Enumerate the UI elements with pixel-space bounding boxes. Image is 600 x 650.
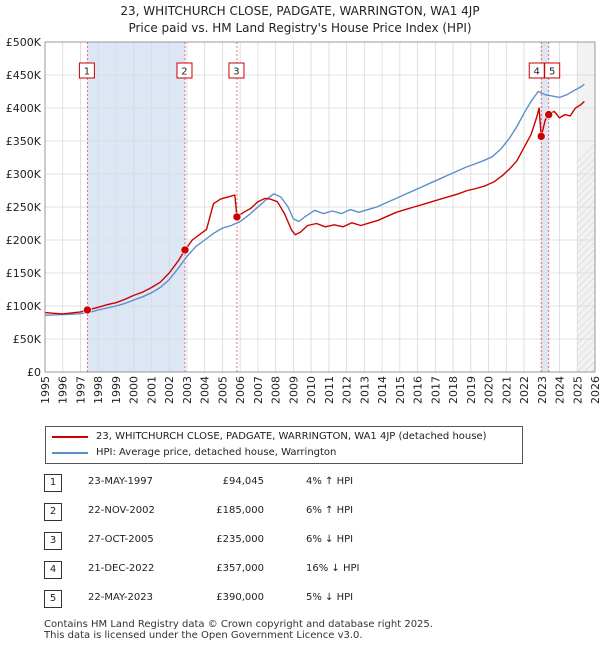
series-line-hpi — [44, 83, 585, 316]
sale-point — [544, 110, 553, 119]
x-tick-label: 1998 — [92, 376, 105, 404]
transaction-price: £390,000 — [216, 592, 264, 603]
sale-point — [83, 305, 92, 315]
transaction-date: 21-DEC-2022 — [88, 563, 155, 574]
transaction-hpi-diff: 16% ↓ HPI — [306, 563, 360, 574]
transaction-date: 22-MAY-2023 — [88, 592, 154, 603]
transaction-hpi-diff: 5% ↓ HPI — [306, 592, 354, 603]
transaction-price: £357,000 — [216, 563, 264, 574]
sale-point — [536, 132, 546, 141]
transaction-date: 27-OCT-2005 — [88, 534, 154, 545]
footer-attribution: Contains HM Land Registry data © Crown c… — [44, 619, 433, 641]
transaction-row: 4 21-DEC-2022 £357,000 16% ↓ HPI — [44, 561, 424, 579]
sale-number-label: 3 — [233, 67, 239, 78]
y-tick-label: £400K — [6, 102, 42, 115]
sale-number-box — [176, 62, 193, 79]
sale-number-label: 5 — [549, 67, 555, 78]
transaction-price: £235,000 — [216, 534, 264, 545]
y-tick-label: £0 — [27, 366, 41, 379]
transaction-price: £94,045 — [222, 476, 264, 487]
transaction-price: £185,000 — [216, 505, 264, 516]
x-tick-label: 2023 — [536, 376, 549, 404]
x-tick-label: 1996 — [57, 376, 70, 404]
chart-legend: 23, WHITCHURCH CLOSE, PADGATE, WARRINGTO… — [45, 426, 523, 464]
x-tick-label: 2010 — [305, 376, 318, 404]
y-tick-label: £350K — [6, 135, 42, 148]
chart-title-line-2: Price paid vs. HM Land Registry's House … — [128, 21, 472, 35]
future-hatch-line — [577, 304, 595, 324]
chart-title: 23, WHITCHURCH CLOSE, PADGATE, WARRINGTO… — [0, 3, 600, 37]
x-tick-label: 2022 — [518, 376, 531, 404]
sale-number-label: 4 — [534, 67, 540, 78]
x-tick-label: 2019 — [465, 376, 478, 404]
transaction-row: 5 22-MAY-2023 £390,000 5% ↓ HPI — [44, 590, 424, 608]
x-tick-label: 2018 — [447, 376, 460, 404]
y-tick-label: £50K — [13, 333, 42, 346]
transaction-number-badge: 4 — [44, 561, 62, 579]
transaction-row: 1 23-MAY-1997 £94,045 4% ↑ HPI — [44, 474, 424, 492]
footer-line-2: This data is licensed under the Open Gov… — [44, 630, 363, 641]
x-tick-label: 2012 — [341, 376, 354, 404]
x-tick-label: 2002 — [163, 376, 176, 404]
x-tick-label: 2021 — [500, 376, 513, 404]
sale-number-box — [78, 62, 95, 79]
sale-number-box — [544, 62, 561, 79]
x-tick-label: 2024 — [554, 376, 567, 404]
transaction-date: 22-NOV-2002 — [88, 505, 155, 516]
transaction-number-badge: 2 — [44, 503, 62, 521]
x-tick-label: 2005 — [216, 376, 229, 404]
x-tick-label: 2004 — [199, 376, 212, 404]
legend-swatch-property — [52, 436, 88, 438]
legend-label-property: 23, WHITCHURCH CLOSE, PADGATE, WARRINGTO… — [96, 431, 487, 442]
x-tick-label: 1997 — [74, 376, 87, 404]
x-tick-label: 2008 — [270, 376, 283, 404]
x-tick-label: 1995 — [39, 376, 52, 404]
transaction-row: 2 22-NOV-2002 £185,000 6% ↑ HPI — [44, 503, 424, 521]
y-tick-label: £100K — [6, 300, 42, 313]
x-tick-label: 2000 — [128, 376, 141, 404]
x-tick-label: 2026 — [589, 376, 600, 404]
x-tick-label: 2014 — [376, 376, 389, 404]
x-tick-label: 2025 — [571, 376, 584, 404]
x-tick-label: 2015 — [394, 376, 407, 404]
x-tick-label: 2013 — [358, 376, 371, 404]
sale-number-label: 2 — [181, 67, 187, 78]
y-tick-label: £450K — [6, 69, 42, 82]
y-tick-label: £200K — [6, 234, 42, 247]
x-tick-label: 2017 — [429, 376, 442, 404]
plot-frame — [44, 41, 596, 373]
legend-swatch-hpi — [52, 452, 88, 454]
transaction-date: 23-MAY-1997 — [88, 476, 154, 487]
y-tick-label: £500K — [6, 36, 42, 49]
x-tick-label: 2011 — [323, 376, 336, 404]
transaction-row: 3 27-OCT-2005 £235,000 6% ↓ HPI — [44, 532, 424, 550]
x-tick-label: 2003 — [181, 376, 194, 404]
x-tick-label: 2016 — [412, 376, 425, 404]
series-line-property — [44, 100, 585, 315]
transaction-hpi-diff: 4% ↑ HPI — [306, 476, 354, 487]
legend-label-hpi: HPI: Average price, detached house, Warr… — [96, 447, 337, 458]
sale-number-box — [228, 62, 245, 79]
footer-line-1: Contains HM Land Registry data © Crown c… — [44, 619, 433, 630]
x-tick-label: 2020 — [483, 376, 496, 404]
sale-point — [180, 245, 190, 255]
transaction-number-badge: 1 — [44, 474, 62, 492]
future-hatch-line — [577, 311, 595, 331]
y-tick-label: £300K — [6, 168, 42, 181]
x-tick-label: 2001 — [145, 376, 158, 404]
transaction-number-badge: 5 — [44, 590, 62, 608]
x-tick-label: 1999 — [110, 376, 123, 404]
chart-title-line-1: 23, WHITCHURCH CLOSE, PADGATE, WARRINGTO… — [120, 4, 480, 18]
sale-number-label: 1 — [84, 67, 90, 78]
x-tick-label: 2007 — [252, 376, 265, 404]
x-tick-label: 2009 — [287, 376, 300, 404]
y-tick-label: £150K — [6, 267, 42, 280]
x-tick-label: 2006 — [234, 376, 247, 404]
y-tick-label: £250K — [6, 201, 42, 214]
transaction-hpi-diff: 6% ↑ HPI — [306, 505, 354, 516]
transaction-number-badge: 3 — [44, 532, 62, 550]
chart-plot: 1 2 3 4 5 £0 £50K £100K £150K £200K £250K £300K £350… — [6, 36, 600, 404]
transaction-hpi-diff: 6% ↓ HPI — [306, 534, 354, 545]
sale-point — [232, 212, 242, 222]
